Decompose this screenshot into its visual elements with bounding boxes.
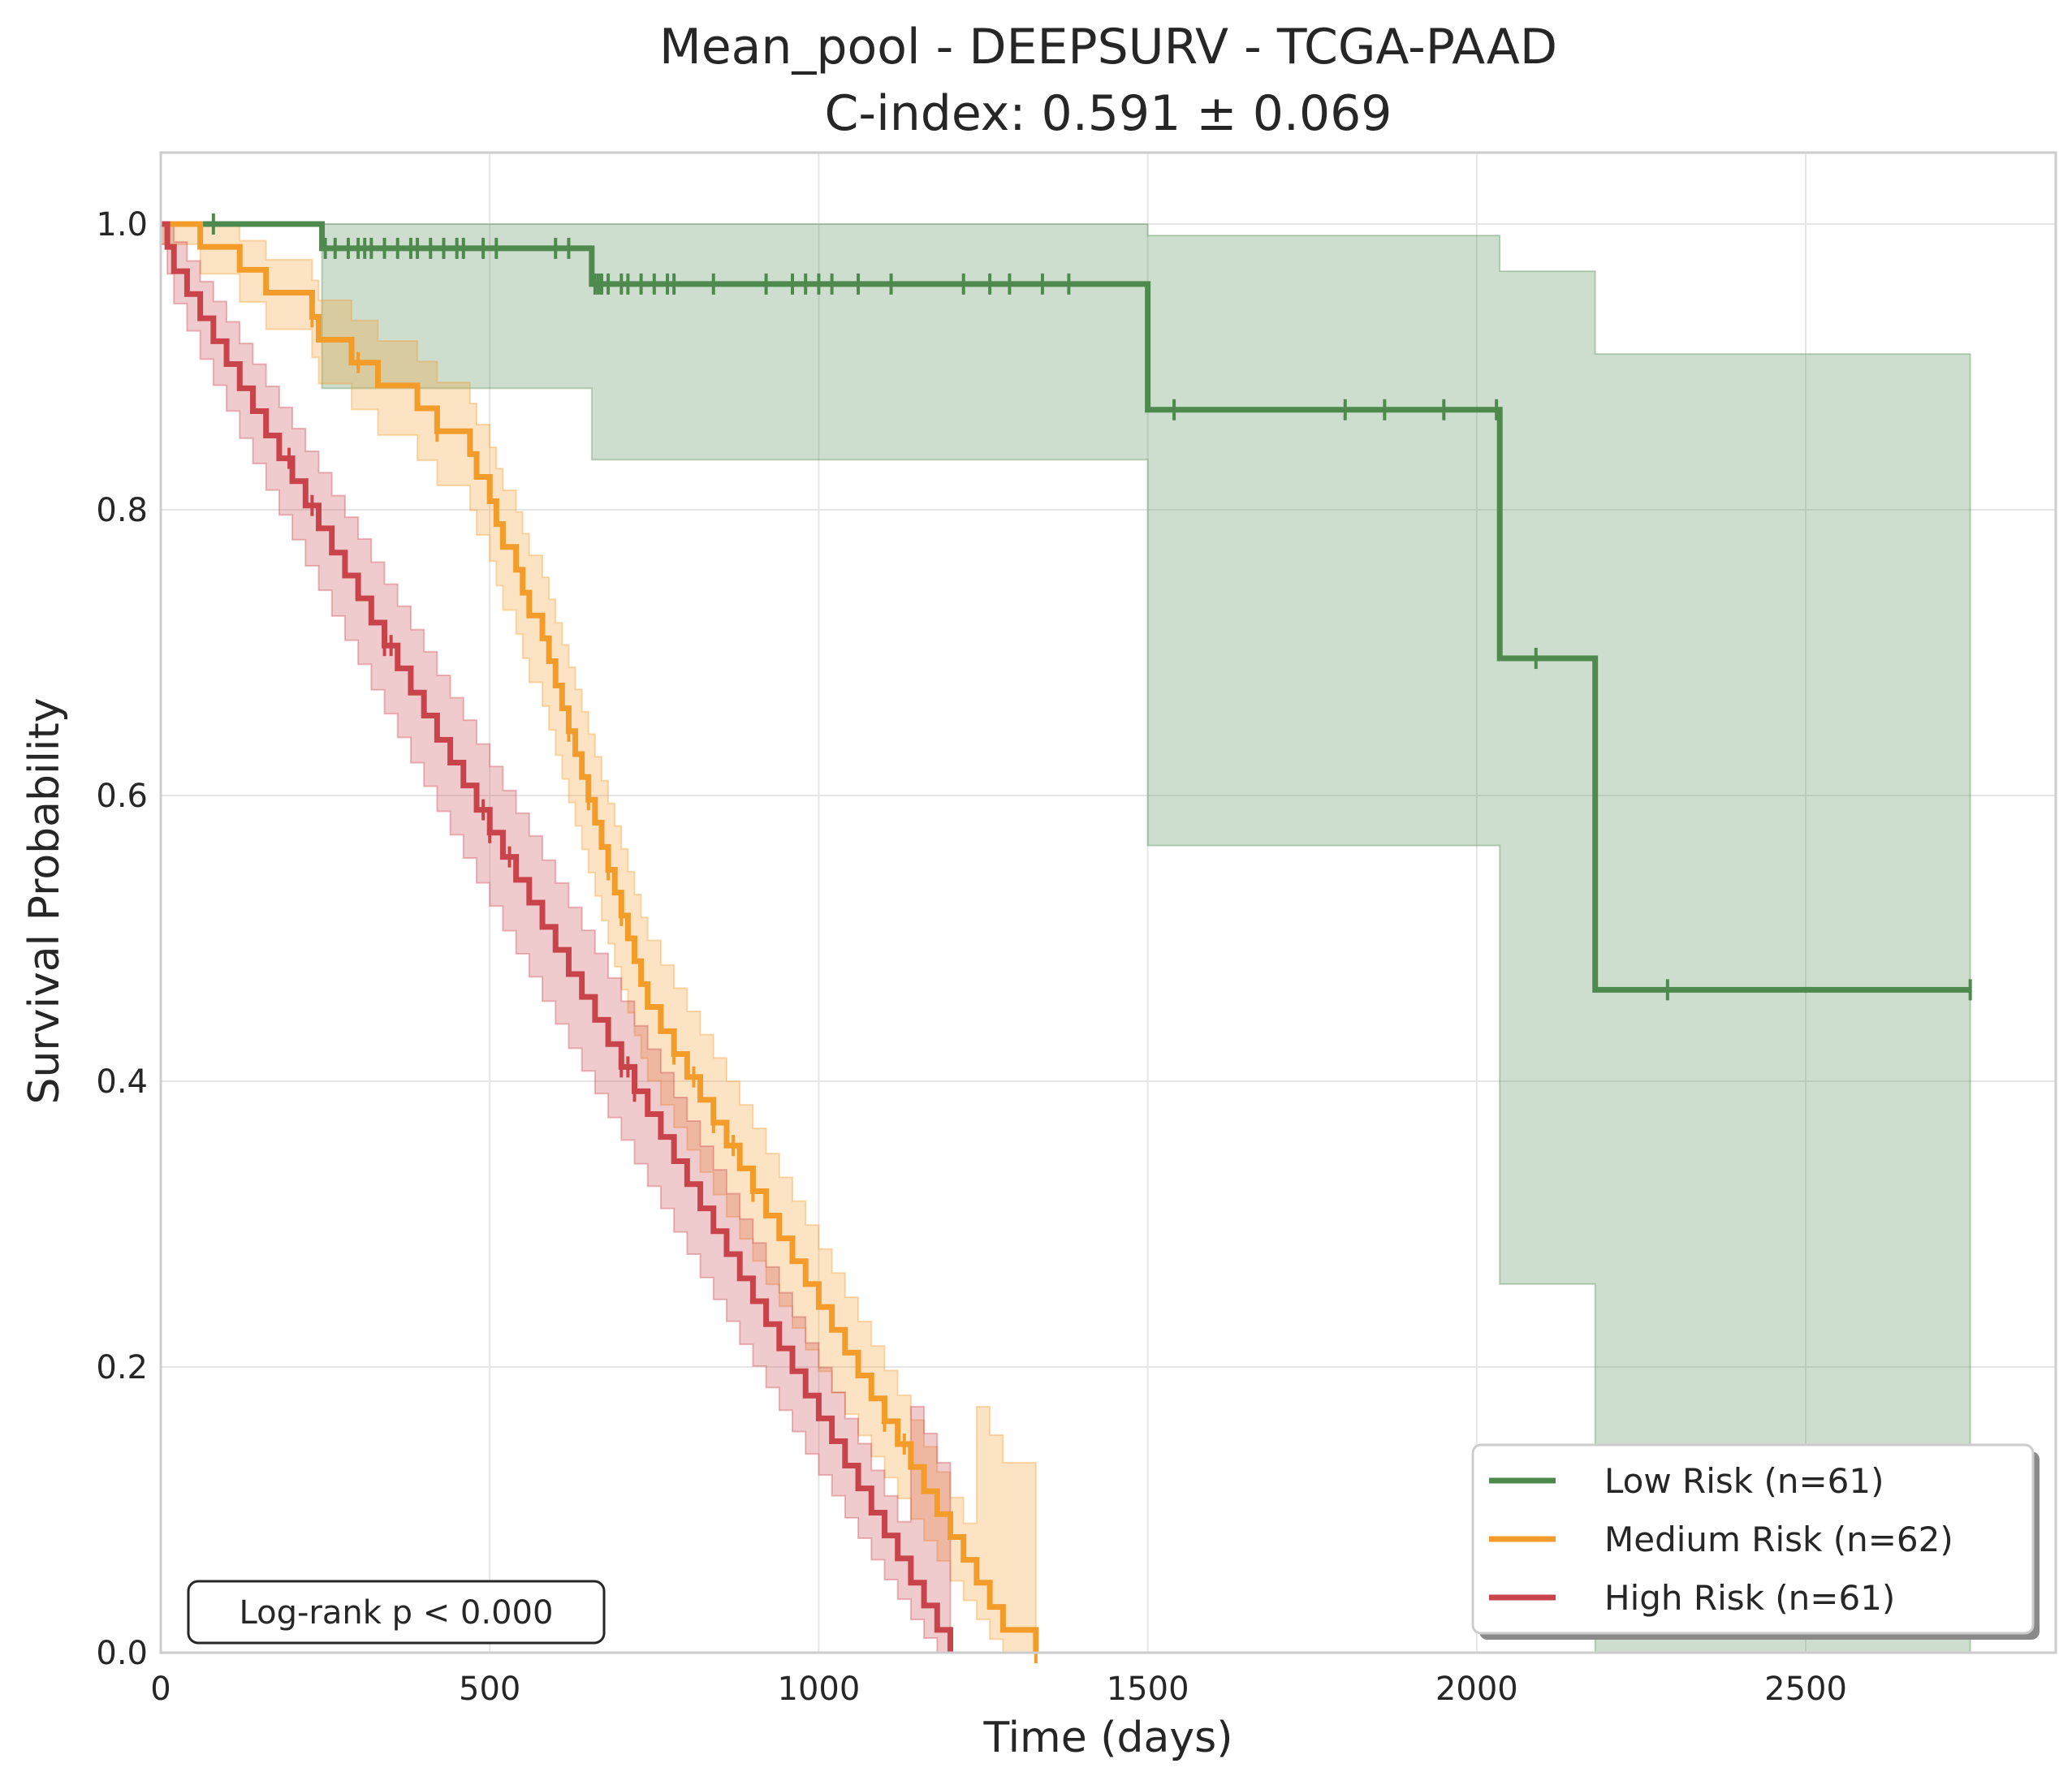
- legend-label: Low Risk (n=61): [1604, 1461, 1884, 1501]
- survival-line-0: [161, 221, 1971, 993]
- x-tick-label: 500: [459, 1671, 520, 1708]
- legend-label: Medium Risk (n=62): [1604, 1520, 1953, 1559]
- x-tick-label: 1500: [1107, 1671, 1189, 1708]
- y-axis-label: Survival Probability: [20, 697, 69, 1104]
- x-tick-label: 1000: [778, 1671, 861, 1708]
- logrank-annotation: Log-rank p < 0.000: [187, 1580, 606, 1645]
- plot-area: 0 500 1000 1500 2000 2500 0.0 0.2 0.4 0.6 0.8 1.0: [96, 151, 2057, 1708]
- survival-line-2: [161, 221, 953, 1653]
- y-tick-label: 1.0: [96, 206, 148, 244]
- chart-title: Mean_pool - DEEPSURV - TCGA-PAAD: [659, 19, 1557, 75]
- plot-frame: [159, 151, 2057, 1654]
- legend-label: High Risk (n=61): [1604, 1578, 1895, 1618]
- x-tick-label: 0: [150, 1671, 171, 1708]
- logrank-box: [187, 1580, 606, 1645]
- x-axis-label: Time (days): [982, 1714, 1232, 1762]
- logrank-text: Log-rank p < 0.000: [240, 1594, 554, 1632]
- y-tick-label: 0.4: [96, 1063, 148, 1101]
- y-tick-label: 0.6: [96, 778, 148, 815]
- y-tick-label: 0.2: [96, 1349, 148, 1386]
- y-tick-label: 0.8: [96, 492, 148, 529]
- plot-background: [161, 153, 2056, 1653]
- chart-subtitle: C-index: 0.591 ± 0.069: [825, 85, 1392, 142]
- y-tick-label: 0.0: [96, 1635, 148, 1672]
- x-tick-label: 2000: [1435, 1671, 1518, 1708]
- x-tick-label: 2500: [1764, 1671, 1847, 1708]
- legend-box: [1471, 1443, 2035, 1635]
- legend: Low Risk (n=61) Medium Risk (n=62) High Ri…: [1471, 1443, 2040, 1640]
